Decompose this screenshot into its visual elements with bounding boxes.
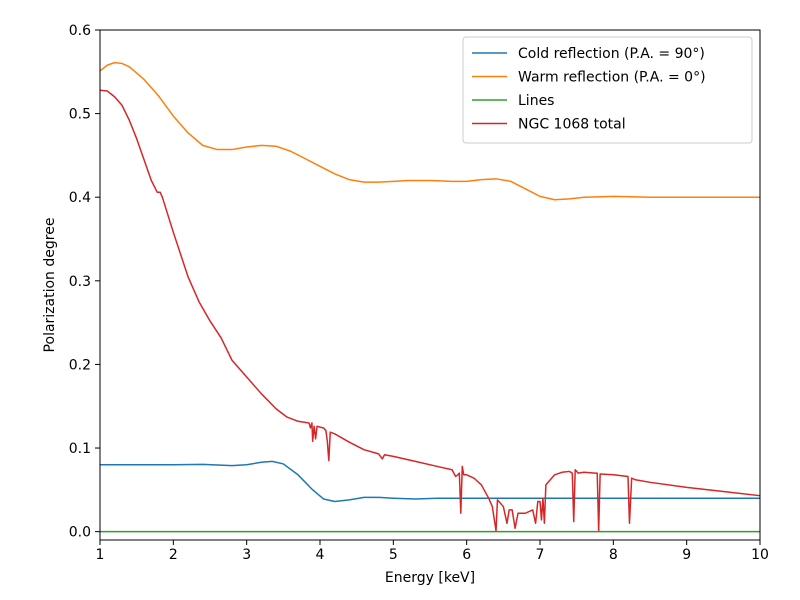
x-tick-label: 8 <box>609 547 618 563</box>
x-tick-label: 10 <box>751 547 769 563</box>
x-tick-label: 2 <box>169 547 178 563</box>
legend: Cold reflection (P.A. = 90°) Warm reflect… <box>462 36 753 144</box>
x-tick-label: 5 <box>389 547 398 563</box>
legend-label: Cold reflection (P.A. = 90°) <box>518 46 705 62</box>
x-tick-label: 6 <box>462 547 471 563</box>
series-line-3 <box>99 89 761 532</box>
legend-label: NGC 1068 total <box>518 117 626 133</box>
x-tick-label: 4 <box>316 547 325 563</box>
y-tick-label: 0.1 <box>69 441 91 457</box>
y-tick-label: 0.0 <box>69 525 91 541</box>
plot-frame <box>99 29 761 541</box>
y-tick-label: 0.3 <box>69 274 91 290</box>
y-tick-label: 0.4 <box>69 190 91 206</box>
y-tick-label: 0.2 <box>69 357 91 373</box>
legend-label: Lines <box>518 93 554 109</box>
x-tick-label: 7 <box>536 547 545 563</box>
y-axis-label: Polarization degree <box>42 218 58 353</box>
legend-label: Warm reflection (P.A. = 0°) <box>518 70 706 86</box>
series-layer <box>99 61 761 533</box>
x-axis-label: Energy [keV] <box>385 570 475 586</box>
x-tick-label: 1 <box>96 547 105 563</box>
legend-box <box>462 36 753 144</box>
series-line-0 <box>100 460 760 503</box>
axes-layer: 1 2 3 4 5 6 7 8 9 10 0.0 0.1 0.2 0.3 0.4 0.5 0.6 <box>69 23 769 563</box>
x-tick-label: 9 <box>682 547 691 563</box>
x-tick-label: 3 <box>242 547 251 563</box>
y-tick-label: 0.6 <box>69 23 91 39</box>
series-line-1 <box>99 61 760 201</box>
y-tick-label: 0.5 <box>69 107 91 123</box>
